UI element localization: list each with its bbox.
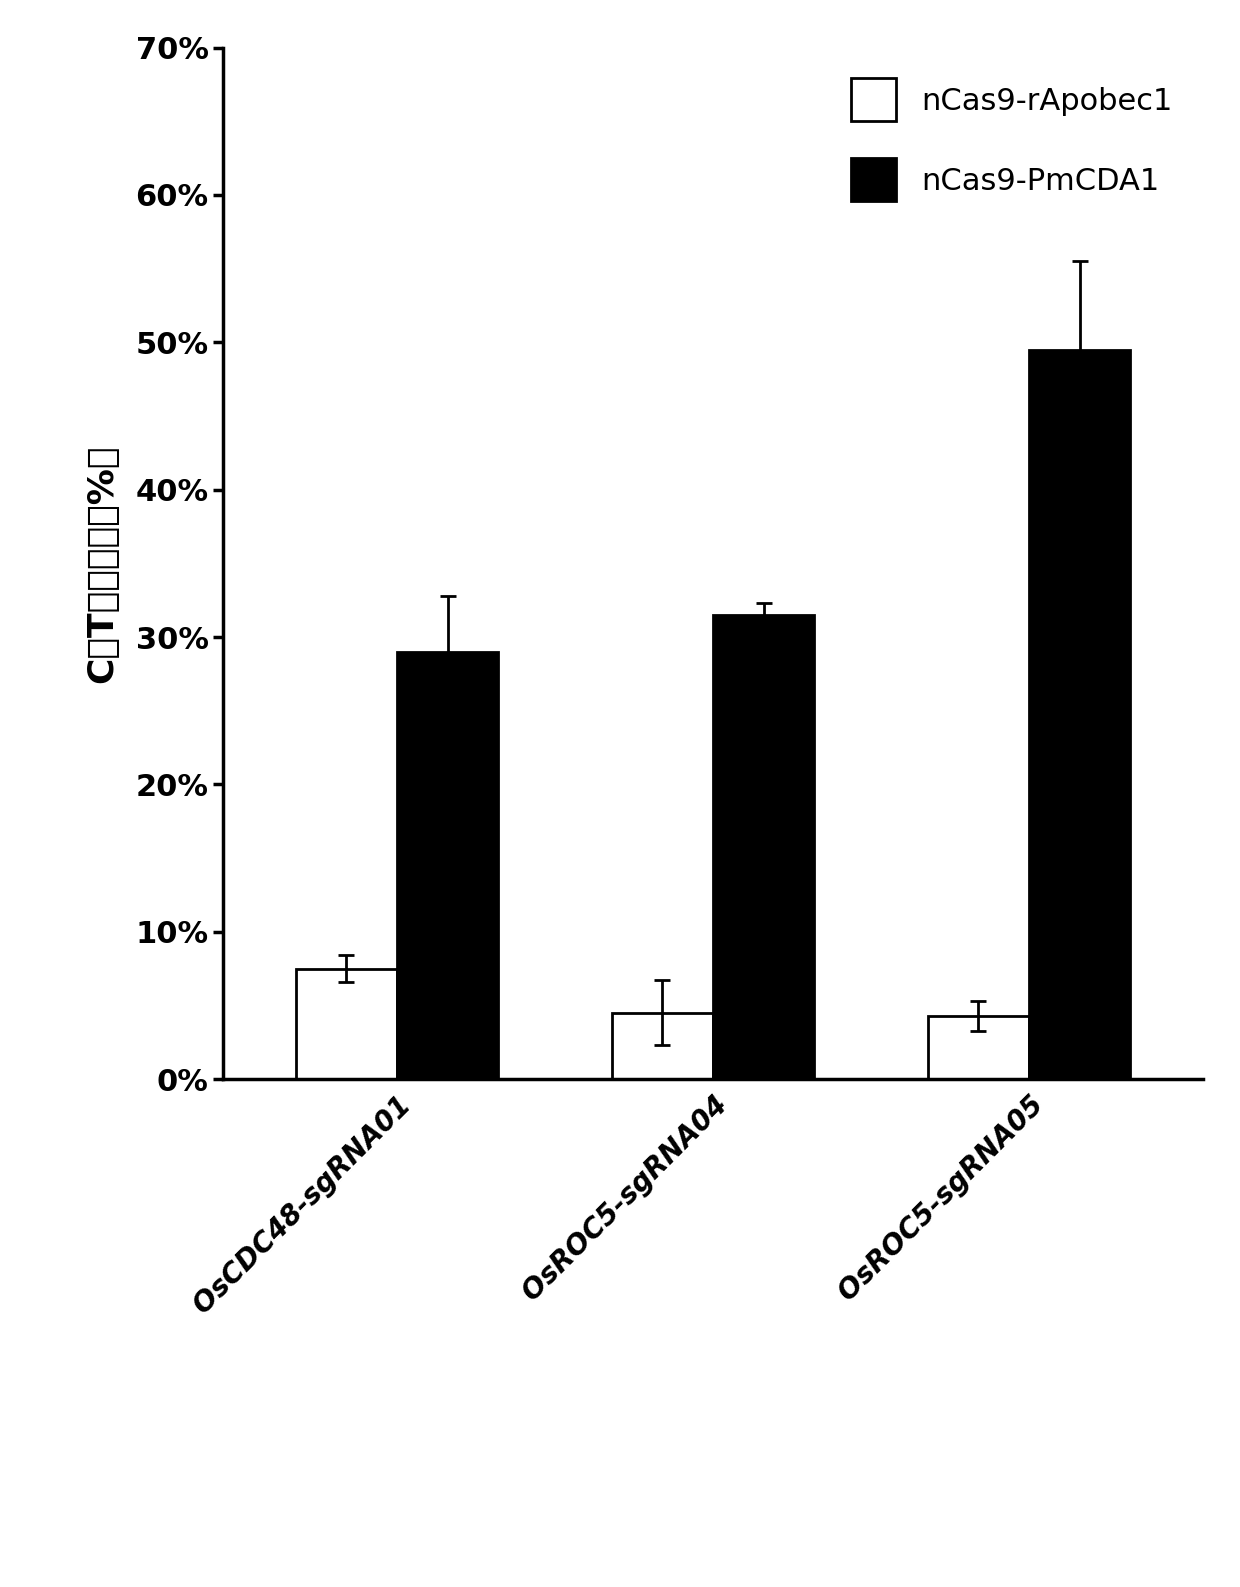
Y-axis label: C－T编辑效率（%）: C－T编辑效率（%） — [84, 444, 119, 682]
Bar — [397, 652, 498, 1079]
Legend: nCas9-rApobec1, nCas9-PmCDA1: nCas9-rApobec1, nCas9-PmCDA1 — [836, 63, 1188, 216]
Bar — [713, 614, 815, 1079]
Bar — [928, 1016, 1029, 1079]
Bar — [1029, 349, 1130, 1079]
Bar — [296, 968, 397, 1079]
Bar — [611, 1013, 713, 1079]
